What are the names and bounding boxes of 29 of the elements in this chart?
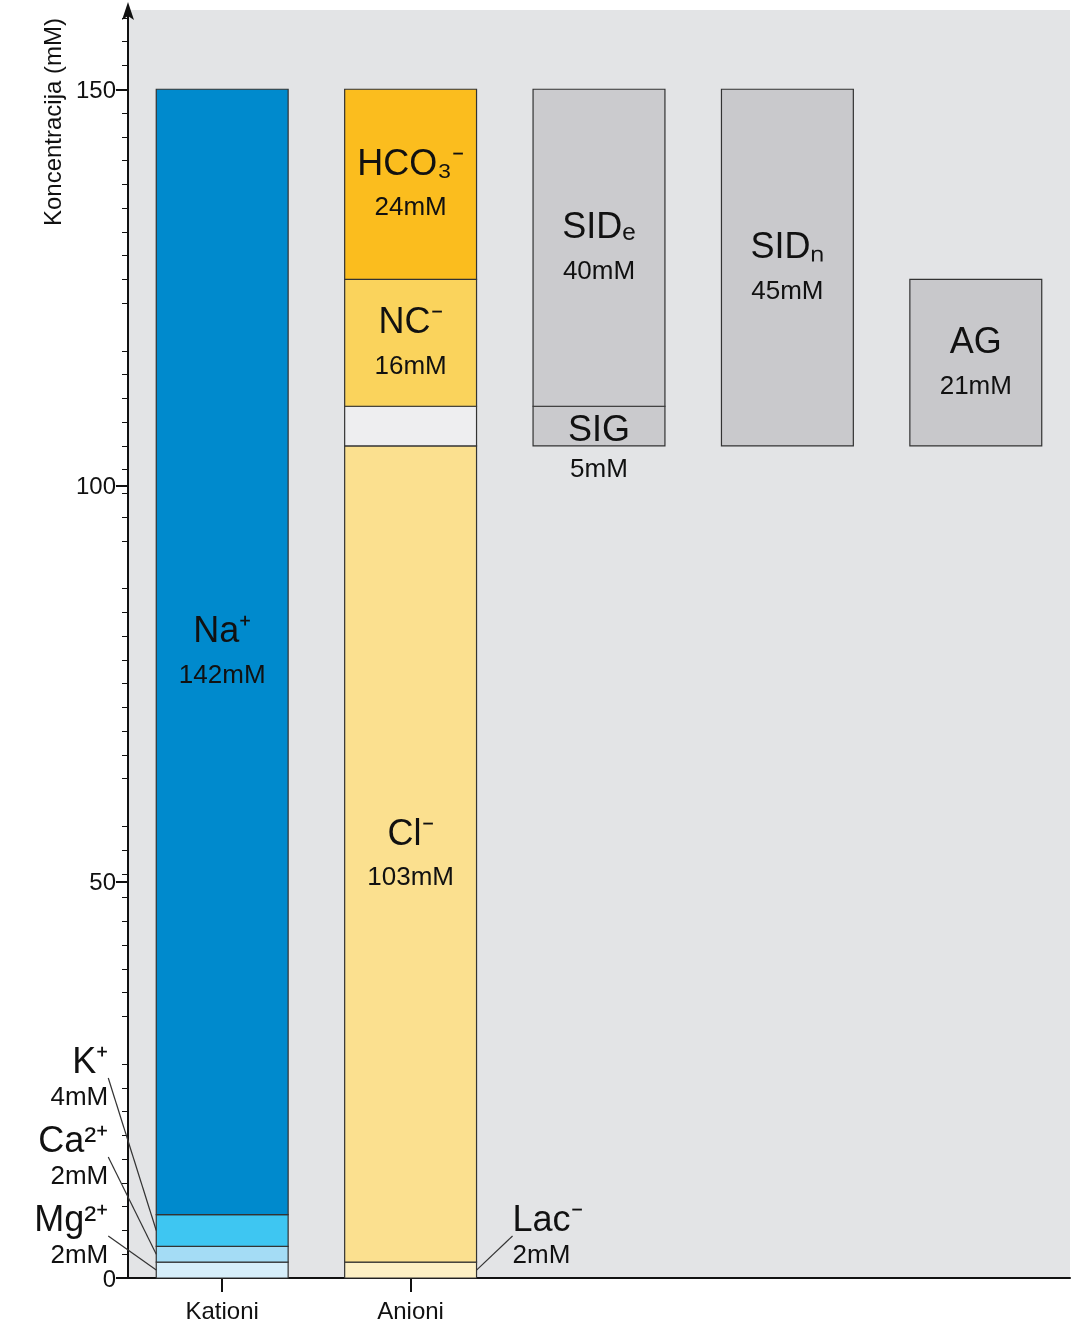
y-tick-label: 100 (75, 472, 116, 499)
data-label: 142mM (178, 658, 266, 689)
series-label: SIG (567, 407, 631, 449)
y-tick-label: 50 (89, 868, 116, 896)
data-label: 2mM (512, 1239, 571, 1269)
data-label: 45mM (751, 274, 824, 305)
series-label: Na⁺ (193, 609, 252, 651)
y-axis-title: Koncentracija (mM) (38, 18, 66, 227)
data-label: 103mM (367, 861, 454, 892)
y-tick-label: 150 (75, 75, 116, 103)
text: Ca²⁺ (38, 1118, 109, 1160)
x-tick-label: Anioni (377, 1296, 444, 1324)
data-label: 40mM (562, 254, 636, 285)
series-label: SIDₙ (750, 225, 825, 267)
data-label: 5mM (570, 452, 628, 483)
series-label: NC⁻ (378, 300, 443, 342)
data-label: 2mM (50, 1160, 109, 1190)
data-label: 24mM (374, 191, 447, 222)
series-label: AG (949, 320, 1002, 362)
data-label: 21mM (939, 369, 1012, 400)
series-label: Cl⁻ (387, 811, 434, 853)
series-label: HCO₃⁻ (357, 141, 464, 183)
data-label: 4mM (50, 1081, 109, 1111)
x-tick-label: Kationi (185, 1296, 259, 1324)
text: K⁺ (72, 1039, 109, 1081)
data-label: 16mM (374, 349, 447, 380)
series-label: Mg²⁺ (34, 1197, 109, 1239)
series-label: SIDₑ (562, 205, 636, 247)
series-label: Lac⁻ (512, 1197, 583, 1239)
